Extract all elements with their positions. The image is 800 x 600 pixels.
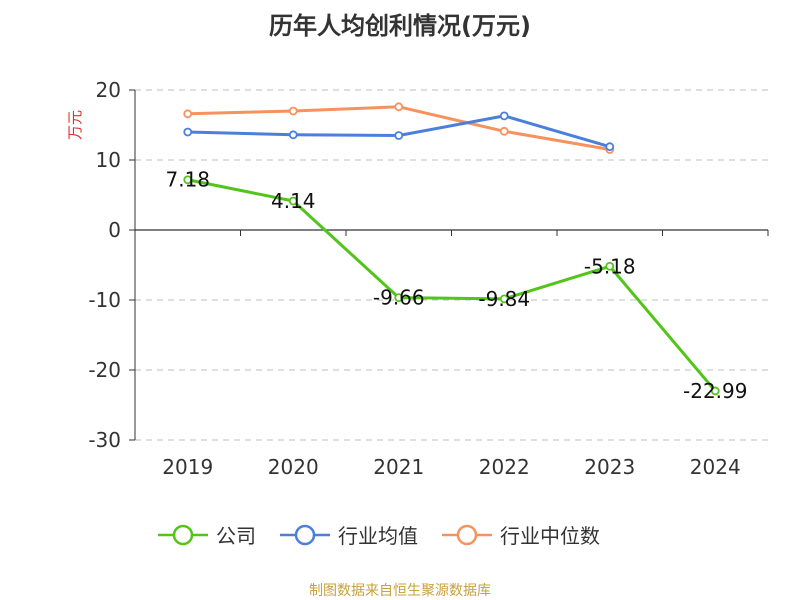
data-label: 4.14 — [271, 189, 316, 213]
legend-item[interactable]: 公司 — [158, 520, 256, 549]
source-note: 制图数据来自恒生聚源数据库 — [309, 583, 491, 599]
data-point — [288, 196, 298, 206]
x-tick-label: 2023 — [584, 455, 635, 479]
data-point — [183, 109, 193, 119]
y-tick-label: -30 — [88, 428, 121, 452]
data-point — [394, 293, 404, 303]
data-point — [499, 126, 509, 136]
legend-label: 公司 — [216, 524, 256, 548]
data-label: -5.18 — [584, 254, 636, 278]
legend-marker-icon — [158, 524, 208, 545]
y-tick-label: 20 — [96, 78, 121, 102]
legend-label: 行业均值 — [338, 524, 418, 548]
x-tick-label: 2019 — [162, 455, 213, 479]
y-tick-label: 10 — [96, 148, 121, 172]
data-point — [183, 175, 193, 185]
data-point — [499, 294, 509, 304]
data-point — [394, 131, 404, 140]
data-point — [605, 261, 615, 271]
data-point — [394, 102, 404, 112]
data-label: 7.18 — [165, 168, 210, 192]
legend-marker-icon — [442, 524, 492, 545]
x-tick-label: 2020 — [268, 455, 319, 479]
legend-label: 行业中位数 — [500, 524, 600, 548]
y-axis-label: 万元 — [66, 110, 84, 140]
x-tick-label: 2024 — [690, 455, 741, 479]
data-point — [710, 386, 720, 396]
x-tick-label: 2022 — [479, 455, 530, 479]
data-point — [605, 142, 615, 152]
data-point — [288, 106, 298, 116]
series-line — [187, 178, 717, 392]
legend-item[interactable]: 行业中位数 — [442, 520, 600, 549]
data-point — [183, 127, 193, 137]
data-point — [288, 130, 298, 140]
legend-item[interactable]: 行业均值 — [280, 520, 418, 549]
x-tick-label: 2021 — [373, 455, 424, 479]
chart-title: 历年人均创利情况(万元) — [269, 12, 531, 40]
data-label: -9.66 — [373, 286, 425, 310]
data-label: -22.99 — [683, 379, 747, 403]
y-tick-label: -20 — [88, 358, 121, 382]
legend: 公司 行业均值 行业中位数 — [158, 520, 624, 549]
data-label: -9.84 — [478, 287, 530, 311]
legend-marker-icon — [280, 524, 330, 545]
data-point — [499, 111, 509, 121]
y-tick-label: -10 — [88, 288, 121, 312]
y-tick-label: 0 — [108, 218, 121, 242]
